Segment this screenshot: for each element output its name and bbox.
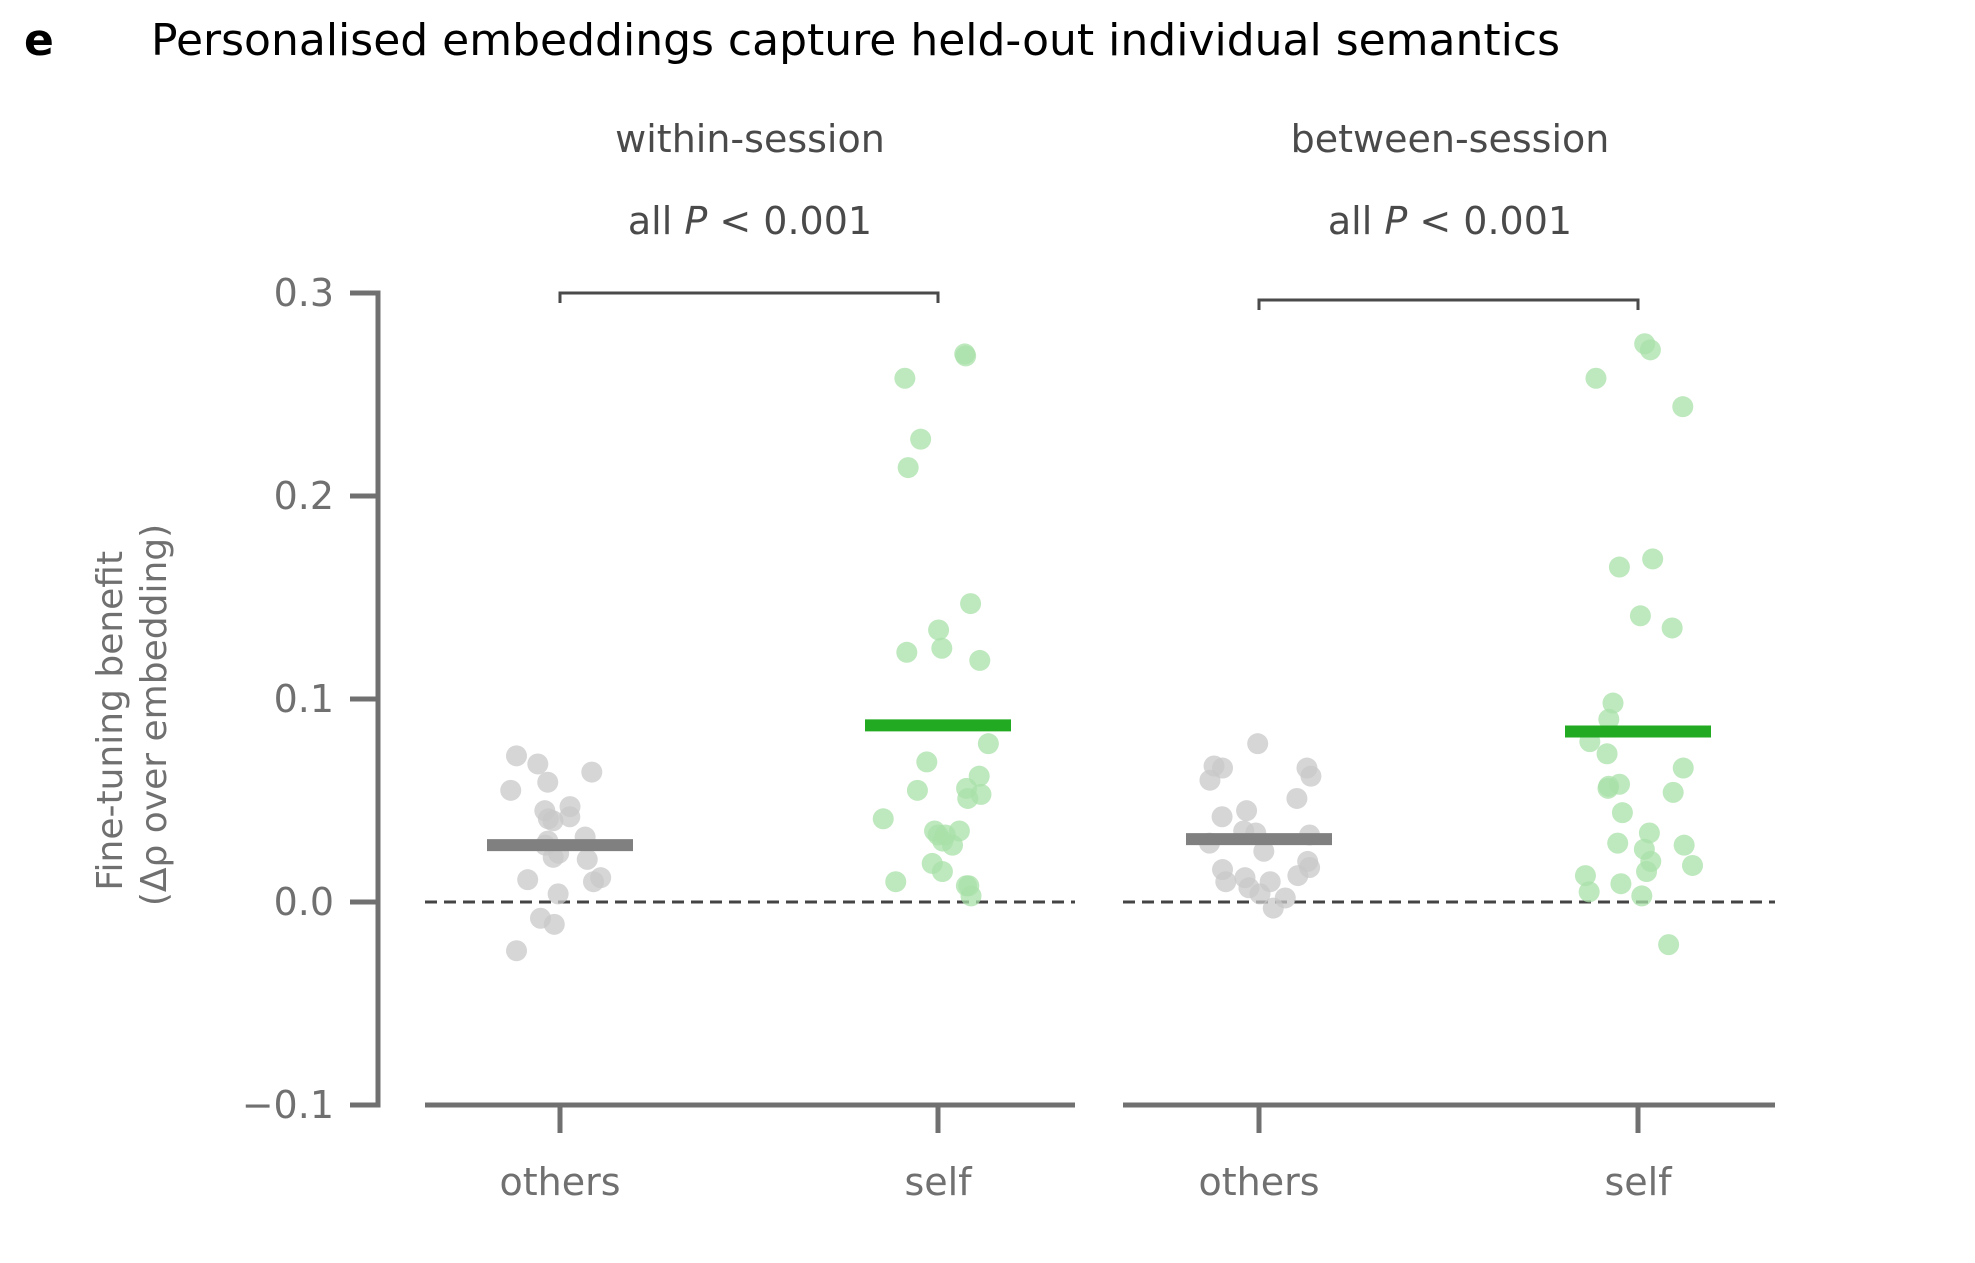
self-point (1609, 773, 1631, 795)
x-tick-label: others (499, 1160, 620, 1204)
others-point (582, 871, 604, 893)
axes-layer (350, 290, 1775, 1133)
self-point (1642, 548, 1664, 570)
others-point (1203, 755, 1225, 777)
self-point (1596, 743, 1618, 765)
x-tick-label: others (1198, 1160, 1319, 1204)
means-layer (487, 719, 1711, 852)
self-point (928, 619, 950, 641)
significance-variable: P (684, 199, 707, 243)
others-point (1247, 733, 1269, 755)
self-point (1631, 885, 1653, 907)
others-point (543, 913, 565, 935)
self-point (931, 637, 953, 659)
self-point (1585, 367, 1607, 389)
self-point (1634, 333, 1656, 355)
others-point (1297, 850, 1319, 872)
others-point (1236, 800, 1258, 822)
significance-label: all P < 0.001 (628, 199, 872, 243)
self-point (960, 593, 982, 615)
labels-layer: −0.1 0.0 0.1 0.2 0.3 within-session all P < 0.… (242, 117, 1673, 1204)
self-point (921, 852, 943, 874)
significance-variable: P (1384, 199, 1407, 243)
others-point (1234, 867, 1256, 889)
significance-bracket (558, 291, 940, 303)
others-point (576, 848, 598, 870)
self-point (954, 343, 976, 365)
x-tick-label: self (1604, 1160, 1673, 1204)
self-point (948, 820, 970, 842)
self-point (1602, 692, 1624, 714)
panel-label: e (24, 15, 54, 66)
self-point (872, 808, 894, 830)
self-point (1633, 838, 1655, 860)
self-point (1608, 556, 1630, 578)
self-point (896, 641, 918, 663)
y-tick-label: −0.1 (242, 1083, 334, 1127)
others-point (1286, 787, 1308, 809)
y-axis-label-line2: (Δρ over embedding) (134, 524, 175, 906)
significance-bracket (1257, 298, 1640, 310)
self-point (969, 649, 991, 671)
others-point (500, 779, 522, 801)
y-tick-label: 0.0 (274, 880, 334, 924)
others-point (1211, 806, 1233, 828)
panel-title: between-session (1291, 117, 1610, 161)
self-point (977, 733, 999, 755)
self-point (1574, 865, 1596, 887)
points-layer (500, 333, 1704, 962)
y-tick-label: 0.2 (274, 474, 334, 518)
self-point (1672, 396, 1694, 418)
others-point (537, 771, 559, 793)
self-point (1598, 708, 1620, 730)
self-point (1673, 834, 1695, 856)
others-point (1212, 859, 1234, 881)
self-point (968, 765, 990, 787)
self-point (1658, 934, 1680, 956)
others-point (505, 745, 527, 767)
others-point (527, 753, 549, 775)
others-point (517, 869, 539, 891)
self-point (1638, 822, 1660, 844)
chart-title: Personalised embeddings capture held-out… (151, 15, 1560, 66)
self-point (1607, 832, 1629, 854)
self-point (885, 871, 907, 893)
self-point (897, 457, 919, 479)
others-point (1296, 757, 1318, 779)
self-point (1682, 854, 1704, 876)
self-point (1610, 873, 1632, 895)
self-point (1629, 605, 1651, 627)
self-point (1611, 802, 1633, 824)
significance-threshold: < 0.001 (707, 199, 872, 243)
significance-prefix: all (628, 199, 684, 243)
others-point (559, 796, 581, 818)
panel-title: within-session (615, 117, 885, 161)
significance-label: all P < 0.001 (1328, 199, 1572, 243)
self-point (910, 428, 932, 450)
significance-threshold: < 0.001 (1407, 199, 1572, 243)
others-point (547, 883, 569, 905)
x-tick-label: self (904, 1160, 973, 1204)
others-point (1253, 840, 1275, 862)
self-point (894, 367, 916, 389)
others-point (506, 940, 528, 962)
self-point (1578, 881, 1600, 903)
self-point (1672, 757, 1694, 779)
self-point (1661, 617, 1683, 639)
others-point (1259, 871, 1281, 893)
self-point (955, 875, 977, 897)
self-point (924, 820, 946, 842)
significance-prefix: all (1328, 199, 1384, 243)
self-point (916, 751, 938, 773)
y-axis-label-line1: Fine-tuning benefit (90, 551, 131, 891)
self-point (906, 779, 928, 801)
y-tick-label: 0.1 (274, 677, 334, 721)
self-point (1662, 781, 1684, 803)
y-tick-label: 0.3 (274, 271, 334, 315)
others-point (581, 761, 603, 783)
others-point (534, 800, 556, 822)
y-axis-label: Fine-tuning benefit (Δρ over embedding) (90, 524, 175, 906)
others-point (1274, 887, 1296, 909)
